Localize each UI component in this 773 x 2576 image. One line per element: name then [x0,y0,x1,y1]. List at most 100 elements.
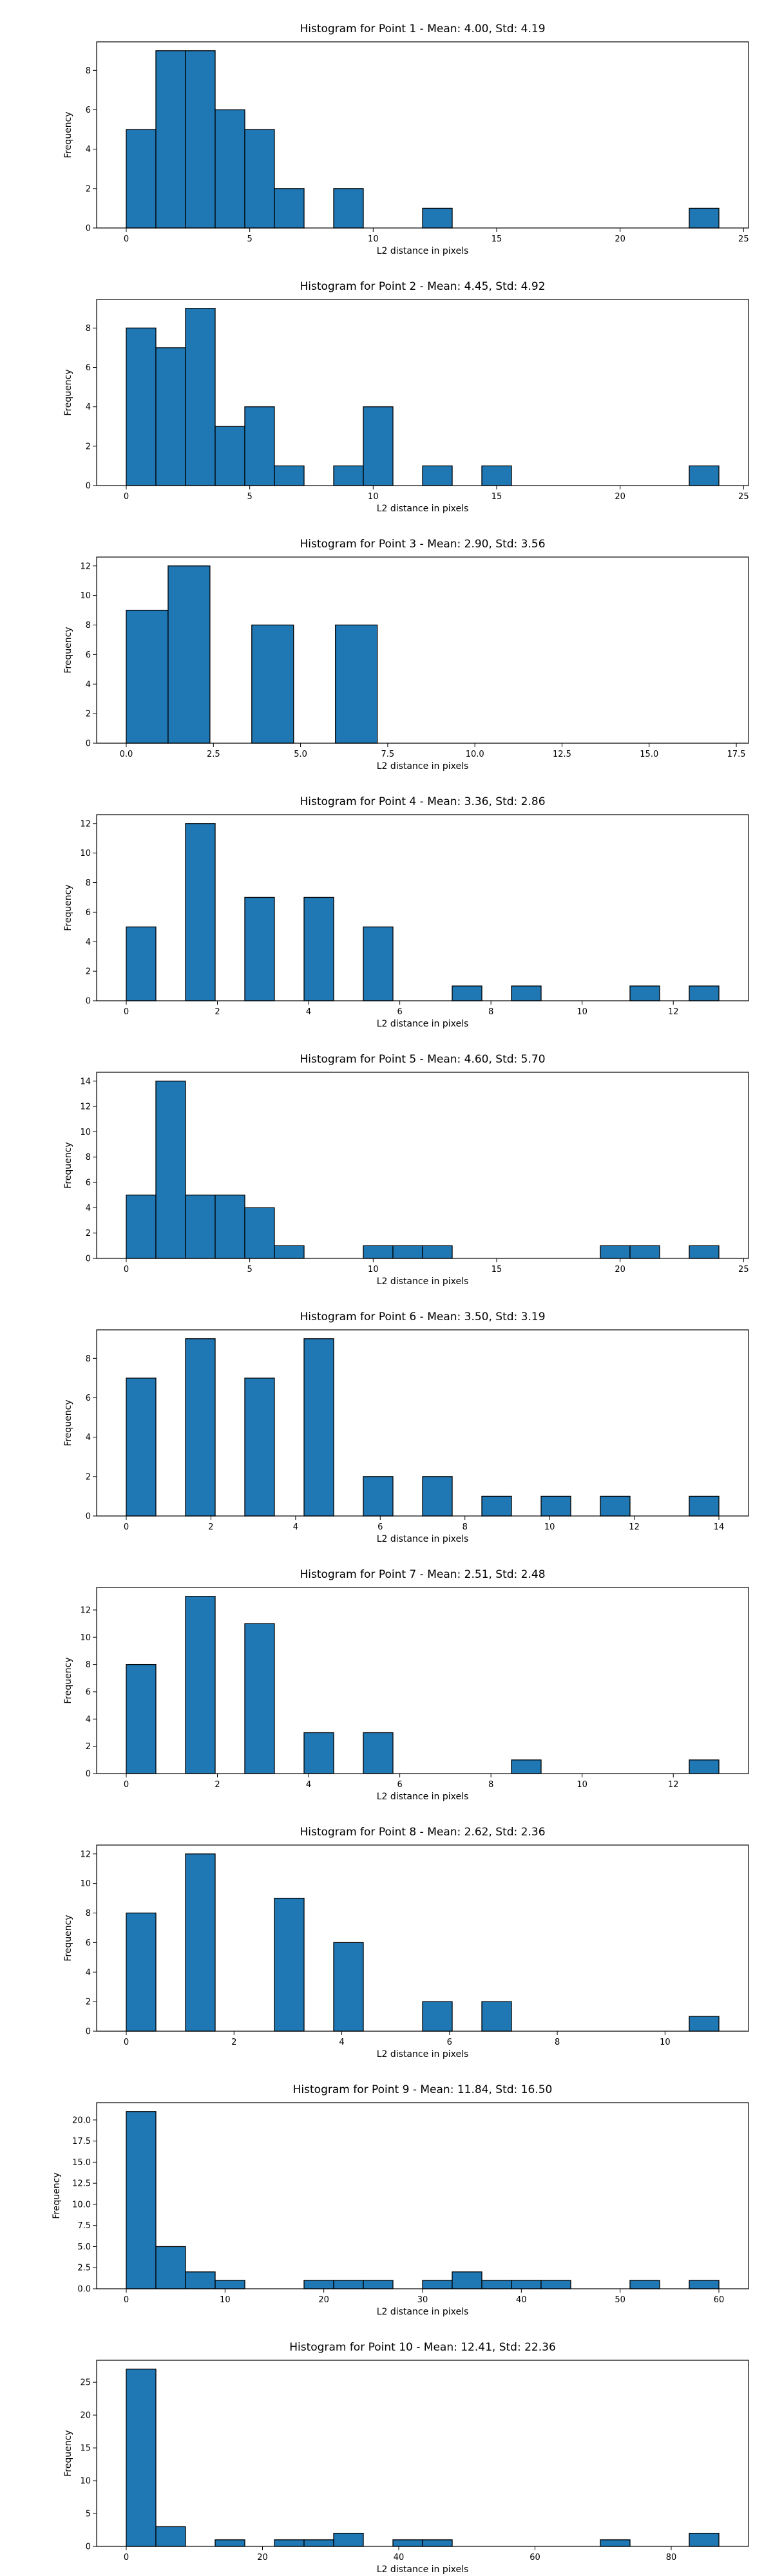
y-tick-label: 0 [86,739,91,749]
histogram-bar [689,2532,720,2547]
x-tick-label: 0 [124,492,129,502]
histogram-bar [689,2016,720,2032]
histogram-bar [363,1476,394,1517]
histogram-bar [422,1476,453,1517]
x-tick-label: 4 [306,1780,311,1790]
histogram-bar [335,624,378,744]
y-tick-label: 8 [86,66,91,76]
histogram-bar [303,896,334,1001]
y-tick-label: 0.0 [77,2285,91,2295]
histogram-chart-8: Histogram for Point 8 - Mean: 2.62, Std:… [63,1826,749,2060]
histogram-bar [511,1759,542,1774]
x-tick-label: 40 [516,2295,527,2305]
histogram-bar [185,1596,216,1774]
y-axis-label: Frequency [63,884,73,931]
histogram-bar [155,50,186,229]
histogram-bar [155,1081,186,1259]
y-tick-label: 17.5 [72,2137,91,2146]
x-tick-label: 5.0 [294,750,307,759]
histogram-bar [600,1495,631,1517]
y-tick-label: 6 [86,1179,91,1188]
histogram-bar [244,406,275,486]
y-axis-label: Frequency [63,111,73,158]
y-tick-label: 0 [86,2543,91,2552]
histogram-bar [185,2271,216,2289]
histogram-bar [333,188,364,229]
plot-frame [96,299,749,486]
x-axis-label: L2 distance in pixels [377,1792,469,1802]
y-tick-label: 0 [86,1512,91,1522]
histogram-bar [452,2271,482,2289]
histogram-bar [126,1195,157,1259]
histogram-bar [303,1338,334,1517]
histogram-bar [185,1853,216,2032]
plot-frame [96,556,749,744]
histogram-bar [422,207,453,229]
y-tick-label: 2 [86,1472,91,1482]
x-tick-label: 12 [668,1007,679,1017]
histogram-chart-10: Histogram for Point 10 - Mean: 12.41, St… [63,2341,749,2575]
y-tick-label: 12 [80,1605,91,1615]
x-tick-label: 40 [394,2553,405,2562]
plot-frame [96,41,749,229]
histogram-bar [689,1495,720,1517]
histogram-chart-6: Histogram for Point 6 - Mean: 3.50, Std:… [63,1311,749,1544]
histogram-bar [274,1897,305,2032]
histogram-bar [303,1732,334,1774]
plot-frame [96,1329,749,1517]
x-tick-label: 5 [247,1265,253,1274]
x-tick-label: 6 [377,1522,383,1532]
y-tick-label: 4 [86,1715,91,1725]
x-tick-label: 25 [738,234,749,244]
x-tick-label: 50 [615,2295,625,2305]
x-tick-label: 8 [555,2038,560,2047]
plot-frame [96,1844,749,2032]
y-axis-label: Frequency [63,1657,73,1703]
y-tick-label: 12 [80,1850,91,1859]
x-axis-label: L2 distance in pixels [377,2564,469,2575]
histogram-bar [511,985,542,1001]
y-tick-label: 12 [80,1103,91,1112]
x-tick-label: 17.5 [727,750,746,759]
y-tick-label: 25 [80,2378,91,2388]
x-tick-label: 10.0 [466,750,484,759]
histogram-bar [274,2539,305,2547]
histogram-bar [392,1245,423,1259]
y-tick-label: 20 [80,2411,91,2421]
chart-title: Histogram for Point 3 - Mean: 2.90, Std:… [300,538,545,551]
x-tick-label: 10 [220,2295,231,2305]
histogram-bar [126,1912,157,2032]
y-tick-label: 8 [86,1660,91,1670]
x-tick-label: 20 [615,1265,625,1274]
y-tick-label: 4 [86,680,91,690]
histogram-bar [244,1623,275,1774]
histogram-bar [689,1245,720,1259]
y-tick-label: 4 [86,145,91,155]
histogram-bar [274,465,305,486]
histogram-bar [126,1378,157,1517]
y-tick-label: 0 [86,2027,91,2037]
histogram-bar [689,465,720,486]
x-tick-label: 25 [738,492,749,502]
chart-title: Histogram for Point 8 - Mean: 2.62, Std:… [300,1826,545,1839]
y-tick-label: 10 [80,849,91,858]
chart-title: Histogram for Point 5 - Mean: 4.60, Std:… [300,1053,545,1066]
histogram-bar [481,465,512,486]
histogram-bar [629,1245,660,1259]
y-axis-label: Frequency [63,369,73,415]
y-tick-label: 12 [80,819,91,829]
histogram-chart-7: Histogram for Point 7 - Mean: 2.51, Std:… [63,1568,749,1802]
x-tick-label: 15.0 [640,750,658,759]
histogram-bar [363,1732,394,1774]
y-tick-label: 8 [86,1909,91,1918]
y-tick-label: 10.0 [72,2200,91,2210]
histogram-bar [126,2111,157,2289]
histogram-chart-9: Histogram for Point 9 - Mean: 11.84, Std… [52,2083,749,2317]
x-tick-label: 10 [577,1780,587,1790]
x-axis-label: L2 distance in pixels [377,761,469,772]
x-tick-label: 25 [738,1265,749,1274]
y-tick-label: 0 [86,997,91,1007]
histogram-bar [333,2280,364,2289]
x-tick-label: 20 [615,492,625,502]
histogram-bar [126,129,157,229]
